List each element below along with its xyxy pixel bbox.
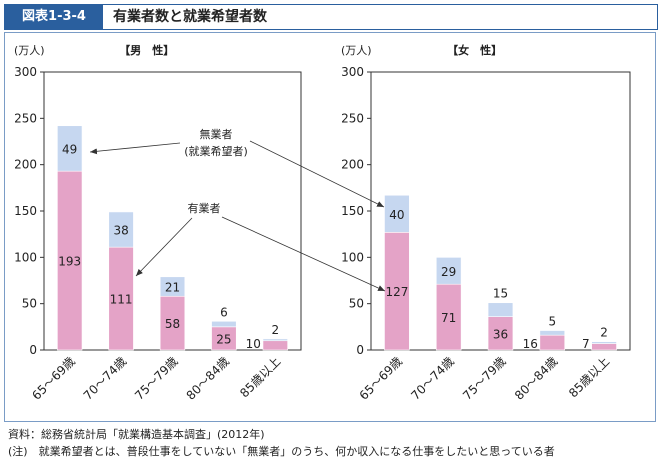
arrow-nonworker-male xyxy=(89,142,181,155)
annotation-worker: 有業者 xyxy=(188,201,221,215)
annotation-nonworker-line2: (就業希望者) xyxy=(184,144,248,158)
female-label-nonworker: 2 xyxy=(600,326,608,340)
definition-note: (注) 就業希望者とは、普段仕事をしていない「無業者」のうち、何か収入になる仕事… xyxy=(8,445,555,458)
male-bar-nonworker xyxy=(108,211,134,248)
female-label-worker: 36 xyxy=(493,327,508,341)
arrow-nonworker-female xyxy=(249,140,385,208)
female-label-worker: 7 xyxy=(582,337,590,351)
female-bar-nonworker xyxy=(487,302,514,317)
female-y-tick-label: 250 xyxy=(341,111,364,125)
arrow-worker-female xyxy=(221,216,386,292)
male-bar-worker xyxy=(57,170,83,351)
female-label-worker: 16 xyxy=(523,337,538,351)
male-y-tick-label: 50 xyxy=(22,297,37,311)
source-note: 資料：総務省統計局「就業構造基本調査」(2012年) xyxy=(8,428,265,441)
male-bar-nonworker xyxy=(262,338,288,342)
female-y-tick-label: 50 xyxy=(349,297,364,311)
male-label-nonworker: 6 xyxy=(220,305,228,319)
female-bar-worker xyxy=(591,343,617,351)
male-bar-worker xyxy=(262,340,288,351)
male-x-tick-label: 80～84歳 xyxy=(184,354,232,402)
figure-header: 図表1-3-4 有業者数と就業希望者数 xyxy=(4,4,658,30)
female-y-tick-label: 200 xyxy=(341,158,364,172)
male-y-tick-label: 0 xyxy=(29,343,37,357)
female-label-nonworker: 29 xyxy=(441,265,456,279)
female-bar-nonworker xyxy=(539,330,566,336)
male-label-worker: 193 xyxy=(58,255,81,269)
male-panel-title: 【男 性】 xyxy=(119,43,174,57)
female-y-tick-label: 100 xyxy=(341,250,364,264)
female-bar-nonworker xyxy=(435,257,462,285)
chart-frame xyxy=(4,32,656,422)
female-bar-nonworker xyxy=(384,194,410,233)
female-bar-worker xyxy=(487,316,514,351)
male-x-tick-label: 85歳以上 xyxy=(237,354,283,400)
arrow-worker-male xyxy=(135,217,193,277)
female-unit-label: (万人) xyxy=(341,44,372,57)
male-x-tick-label: 65～69歳 xyxy=(29,354,77,402)
female-x-tick-label: 70～74歳 xyxy=(408,354,456,402)
male-bar-nonworker xyxy=(57,125,83,172)
male-y-tick-label: 200 xyxy=(14,158,37,172)
female-panel-title: 【女 性】 xyxy=(447,43,502,57)
male-x-tick-label: 70～74歳 xyxy=(81,354,129,402)
female-label-nonworker: 5 xyxy=(548,315,556,329)
male-bar-nonworker xyxy=(159,276,186,297)
annotation-nonworker-line1: 無業者 xyxy=(200,127,233,141)
male-unit-label: (万人) xyxy=(14,44,45,57)
male-bar-worker xyxy=(108,246,134,351)
figure-title: 有業者数と就業希望者数 xyxy=(113,9,267,25)
female-y-tick-label: 150 xyxy=(341,204,364,218)
male-label-nonworker: 49 xyxy=(62,142,77,156)
female-label-nonworker: 40 xyxy=(389,208,404,222)
female-label-worker: 127 xyxy=(385,285,408,299)
female-x-tick-label: 85歳以上 xyxy=(566,354,612,400)
male-bar-worker xyxy=(159,295,186,351)
male-y-tick-label: 300 xyxy=(14,65,37,79)
female-x-tick-label: 65～69歳 xyxy=(357,354,405,402)
female-label-worker: 71 xyxy=(441,311,456,325)
male-bar-nonworker xyxy=(211,320,237,328)
figure-number: 図表1-3-4 xyxy=(5,5,103,29)
male-label-nonworker: 2 xyxy=(271,323,279,337)
female-y-tick-label: 0 xyxy=(356,343,364,357)
female-y-tick-label: 300 xyxy=(341,65,364,79)
female-bar-worker xyxy=(435,283,462,351)
male-y-tick-label: 150 xyxy=(14,204,37,218)
male-label-worker: 10 xyxy=(246,337,261,351)
male-label-nonworker: 38 xyxy=(113,224,128,238)
male-label-worker: 25 xyxy=(216,332,231,346)
female-x-tick-label: 75～79歳 xyxy=(460,354,508,402)
female-label-nonworker: 15 xyxy=(493,287,508,301)
female-bar-nonworker xyxy=(591,341,617,344)
female-bar-worker xyxy=(539,334,566,351)
male-y-tick-label: 100 xyxy=(14,250,37,264)
male-label-nonworker: 21 xyxy=(165,281,180,295)
female-x-tick-label: 80～84歳 xyxy=(512,354,560,402)
male-y-tick-label: 250 xyxy=(14,111,37,125)
male-x-tick-label: 75～79歳 xyxy=(132,354,180,402)
male-label-worker: 111 xyxy=(110,293,133,307)
male-label-worker: 58 xyxy=(165,317,180,331)
